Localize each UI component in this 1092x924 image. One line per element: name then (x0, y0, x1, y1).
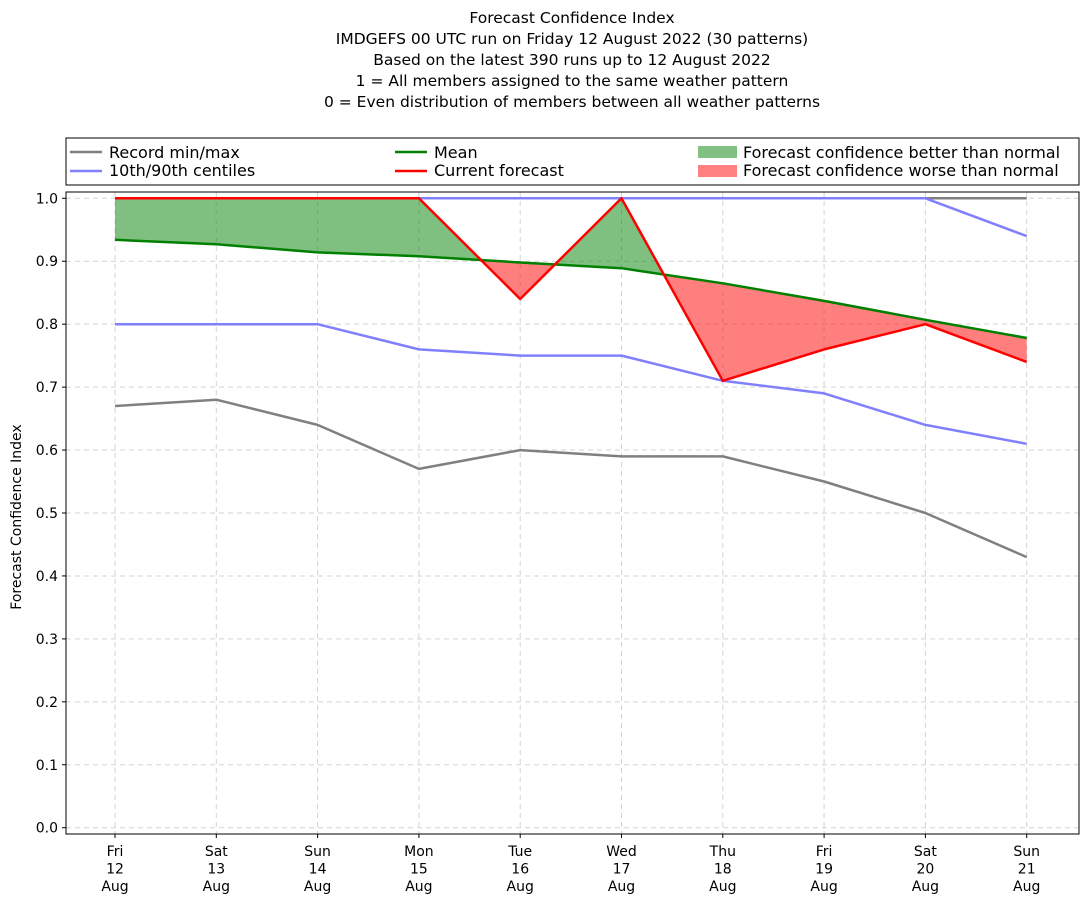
series-line-p10 (115, 322, 1027, 446)
title-line-5: 0 = Even distribution of members between… (324, 93, 820, 111)
x-tick-label: Mon (404, 844, 434, 860)
x-tick-label: Thu (709, 844, 736, 860)
legend-swatch-better (698, 146, 737, 158)
x-tick-label: 14 (309, 862, 327, 878)
x-tick-label: Aug (912, 879, 939, 895)
x-tick-label: Sat (205, 844, 228, 860)
y-tick-label: 0.0 (36, 821, 58, 837)
legend-label-mean: Mean (434, 143, 478, 162)
x-tick-label: 16 (511, 862, 529, 878)
x-tick-label: Aug (405, 879, 432, 895)
x-tick-label: 20 (916, 862, 934, 878)
legend: Record min/max 10th/90th centiles Mean C… (65, 137, 1080, 186)
y-tick-label: 0.1 (36, 758, 58, 774)
x-tick-label: Aug (203, 879, 230, 895)
x-tick-label: Aug (709, 879, 736, 895)
legend-label-centiles: 10th/90th centiles (109, 161, 255, 180)
confidence-fills (115, 198, 1027, 381)
x-tick-label: Fri (816, 844, 833, 860)
x-tick-label: Wed (606, 844, 637, 860)
series-lines (114, 197, 1028, 559)
fill-worse (824, 300, 926, 350)
y-tick-label: 0.3 (36, 632, 58, 648)
legend-label-current: Current forecast (434, 161, 564, 180)
x-tick-label: 13 (207, 862, 225, 878)
title-line-4: 1 = All members assigned to the same wea… (356, 72, 789, 90)
series-line-record-min (114, 398, 1028, 559)
title-line-2: IMDGEFS 00 UTC run on Friday 12 August 2… (336, 30, 808, 48)
x-tick-label: 15 (410, 862, 428, 878)
x-tick-label: Aug (507, 879, 534, 895)
legend-swatch-worse (698, 165, 737, 177)
y-tick-label: 0.2 (36, 695, 58, 711)
x-tick-label: Aug (304, 879, 331, 895)
fill-better (317, 198, 419, 257)
x-tick-label: Sun (304, 844, 331, 860)
x-tick-label: 19 (815, 862, 833, 878)
y-tick-label: 0.5 (36, 506, 58, 522)
x-tick-label: 18 (714, 862, 732, 878)
series-line-mean (114, 238, 1027, 340)
y-tick-label: 0.8 (36, 317, 58, 333)
y-axis-label: Forecast Confidence Index (9, 424, 25, 609)
title-line-3: Based on the latest 390 runs up to 12 Au… (373, 51, 770, 69)
chart-title: Forecast Confidence Index IMDGEFS 00 UTC… (324, 9, 820, 111)
title-line-1: Forecast Confidence Index (469, 9, 674, 27)
fill-better (115, 198, 217, 245)
legend-label-better: Forecast confidence better than normal (743, 143, 1060, 162)
legend-label-record: Record min/max (109, 143, 240, 162)
fill-better (216, 198, 318, 253)
axes: 0.00.10.20.30.40.50.60.70.80.91.0Fri12Au… (36, 191, 1041, 895)
grid (66, 192, 1079, 834)
x-tick-label: Sat (914, 844, 937, 860)
y-tick-label: 1.0 (36, 191, 58, 207)
x-tick-label: 17 (613, 862, 631, 878)
x-tick-label: Aug (101, 879, 128, 895)
x-tick-label: Aug (810, 879, 837, 895)
x-tick-label: 12 (106, 862, 124, 878)
x-tick-label: 21 (1018, 862, 1036, 878)
y-tick-label: 0.4 (36, 569, 58, 585)
x-tick-label: Aug (1013, 879, 1040, 895)
series-line-current (115, 197, 1028, 383)
y-tick-label: 0.7 (36, 380, 58, 396)
x-tick-label: Fri (107, 844, 124, 860)
y-tick-label: 0.9 (36, 254, 58, 270)
x-tick-label: Tue (507, 844, 532, 860)
plot-frame (65, 191, 1080, 835)
x-tick-label: Sun (1013, 844, 1040, 860)
legend-label-worse: Forecast confidence worse than normal (743, 161, 1059, 180)
y-tick-label: 0.6 (36, 443, 58, 459)
legend-frame (65, 137, 1080, 186)
x-tick-label: Aug (608, 879, 635, 895)
